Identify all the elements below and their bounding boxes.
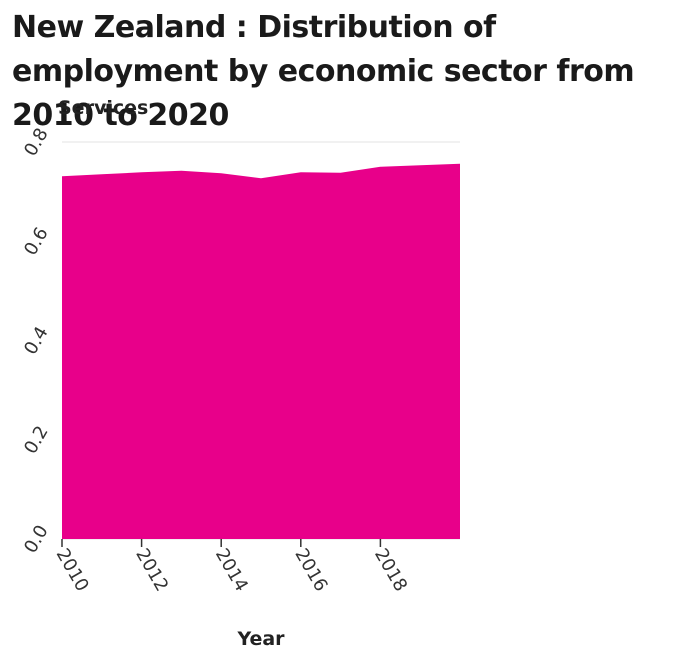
- y-tick-label: 0.2: [20, 422, 53, 457]
- x-tick-label: 2016: [290, 545, 331, 595]
- y-tick-label: 0.0: [20, 522, 53, 557]
- x-axis-label: Year: [236, 628, 285, 650]
- services-area: [62, 164, 460, 539]
- y-tick-label: 0.4: [20, 323, 53, 358]
- x-tick-label: 2010: [52, 545, 93, 595]
- y-axis-label: Services: [58, 97, 148, 119]
- x-axis-ticks: 2010 2012 2014 2016 2018: [52, 539, 411, 595]
- y-axis-ticks: 0.0 0.2 0.4 0.6 0.8: [20, 125, 53, 557]
- area-series: [62, 164, 460, 539]
- x-tick-label: 2014: [211, 545, 252, 595]
- x-tick-label: 2012: [131, 545, 172, 595]
- y-tick-label: 0.6: [20, 224, 53, 259]
- y-tick-label: 0.8: [20, 125, 53, 160]
- x-tick-label: 2018: [370, 545, 411, 595]
